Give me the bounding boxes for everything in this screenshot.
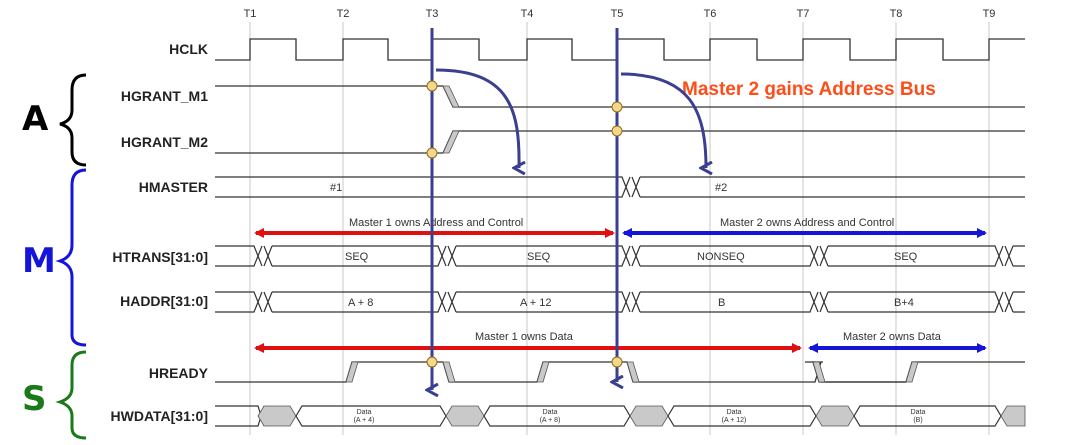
haddr-value-2: A + 12 xyxy=(520,297,552,309)
hwdata-value-4-line2: (B) xyxy=(913,417,922,424)
hwdata-value-1-line2: (A + 4) xyxy=(354,417,375,424)
signal-label-hready: HREADY xyxy=(149,365,209,381)
hwdata-value-4-line1: Data xyxy=(911,409,926,416)
time-marker-t6: T6 xyxy=(704,8,717,20)
htrans-value-2: SEQ xyxy=(527,251,551,263)
hwdata-value-3-line1: Data xyxy=(727,409,742,416)
m2-data-label: Master 2 owns Data xyxy=(843,331,942,343)
signal-label-haddr: HADDR[31:0] xyxy=(120,293,208,309)
signal-label-htrans: HTRANS[31:0] xyxy=(112,249,208,265)
group-letter-s: S xyxy=(22,379,47,419)
hwdata-values: Data (A + 4) Data (A + 8) Data (A + 12) … xyxy=(354,409,926,424)
time-marker-t4: T4 xyxy=(521,8,534,20)
dot-t5-hgrant-m1 xyxy=(611,101,623,113)
htrans-value-1: SEQ xyxy=(345,251,369,263)
dot-t3-hgrant-m1 xyxy=(426,80,438,92)
signal-label-hclk: HCLK xyxy=(169,41,208,57)
time-marker-t5: T5 xyxy=(611,8,624,20)
signal-label-hmaster: HMASTER xyxy=(139,179,208,195)
time-marker-t9: T9 xyxy=(983,8,996,20)
hmaster-value-1: #1 xyxy=(330,182,342,194)
signal-label-hwdata: HWDATA[31:0] xyxy=(111,408,208,424)
group-s: S xyxy=(22,350,87,440)
t3-curved-arrow xyxy=(435,68,519,168)
brace-a xyxy=(59,73,87,167)
m1-address-label: Master 1 owns Address and Control xyxy=(349,217,523,229)
group-m: M xyxy=(22,168,87,347)
haddr-bus xyxy=(215,291,1025,313)
group-letter-m: M xyxy=(22,241,56,281)
hwdata-value-2-line2: (A + 8) xyxy=(540,417,561,424)
dot-t5-hgrant-m2 xyxy=(611,125,623,137)
time-marker-t8: T8 xyxy=(890,8,903,20)
group-a: A xyxy=(22,73,87,167)
signal-labels: HCLK HGRANT_M1 HGRANT_M2 HMASTER HTRANS[… xyxy=(111,41,209,424)
brace-s xyxy=(55,350,87,440)
dot-t3-hgrant-m2 xyxy=(426,147,438,159)
hgrant-m1-waveform xyxy=(215,85,1025,108)
haddr-value-1: A + 8 xyxy=(348,297,373,309)
htrans-bus xyxy=(215,245,1025,267)
dot-t3-hready xyxy=(426,356,438,368)
hready-waveform xyxy=(215,361,1025,383)
hwdata-bus xyxy=(215,405,1026,427)
htrans-value-3: NONSEQ xyxy=(697,251,745,263)
brace-m xyxy=(55,168,87,347)
signal-label-hgrant-m1: HGRANT_M1 xyxy=(121,88,208,104)
dot-t5-hready xyxy=(611,356,623,368)
hmaster-value-2: #2 xyxy=(715,182,727,194)
signal-label-hgrant-m2: HGRANT_M2 xyxy=(121,134,208,150)
time-marker-t1: T1 xyxy=(244,8,257,20)
time-marker-t7: T7 xyxy=(797,8,810,20)
hgrant-m2-waveform xyxy=(215,130,1025,154)
hwdata-value-2-line1: Data xyxy=(543,409,558,416)
t5-curved-arrow xyxy=(620,72,706,168)
haddr-value-4: B+4 xyxy=(894,297,914,309)
time-markers: T1 T2 T3 T4 T5 T6 T7 T8 T9 xyxy=(244,8,996,20)
hmaster-bus xyxy=(215,176,1025,198)
hclk-waveform xyxy=(215,38,1025,61)
time-marker-t2: T2 xyxy=(337,8,350,20)
haddr-value-3: B xyxy=(718,297,725,309)
m2-address-label: Master 2 owns Address and Control xyxy=(720,217,894,229)
hwdata-value-3-line2: (A + 12) xyxy=(722,417,747,424)
time-marker-t3: T3 xyxy=(426,8,439,20)
m1-data-label: Master 1 owns Data xyxy=(475,331,574,343)
headline-master2-gains-bus: Master 2 gains Address Bus xyxy=(682,79,936,100)
htrans-value-4: SEQ xyxy=(894,251,918,263)
group-letter-a: A xyxy=(22,99,49,139)
hwdata-value-1-line1: Data xyxy=(357,409,372,416)
sample-dots xyxy=(426,80,623,368)
